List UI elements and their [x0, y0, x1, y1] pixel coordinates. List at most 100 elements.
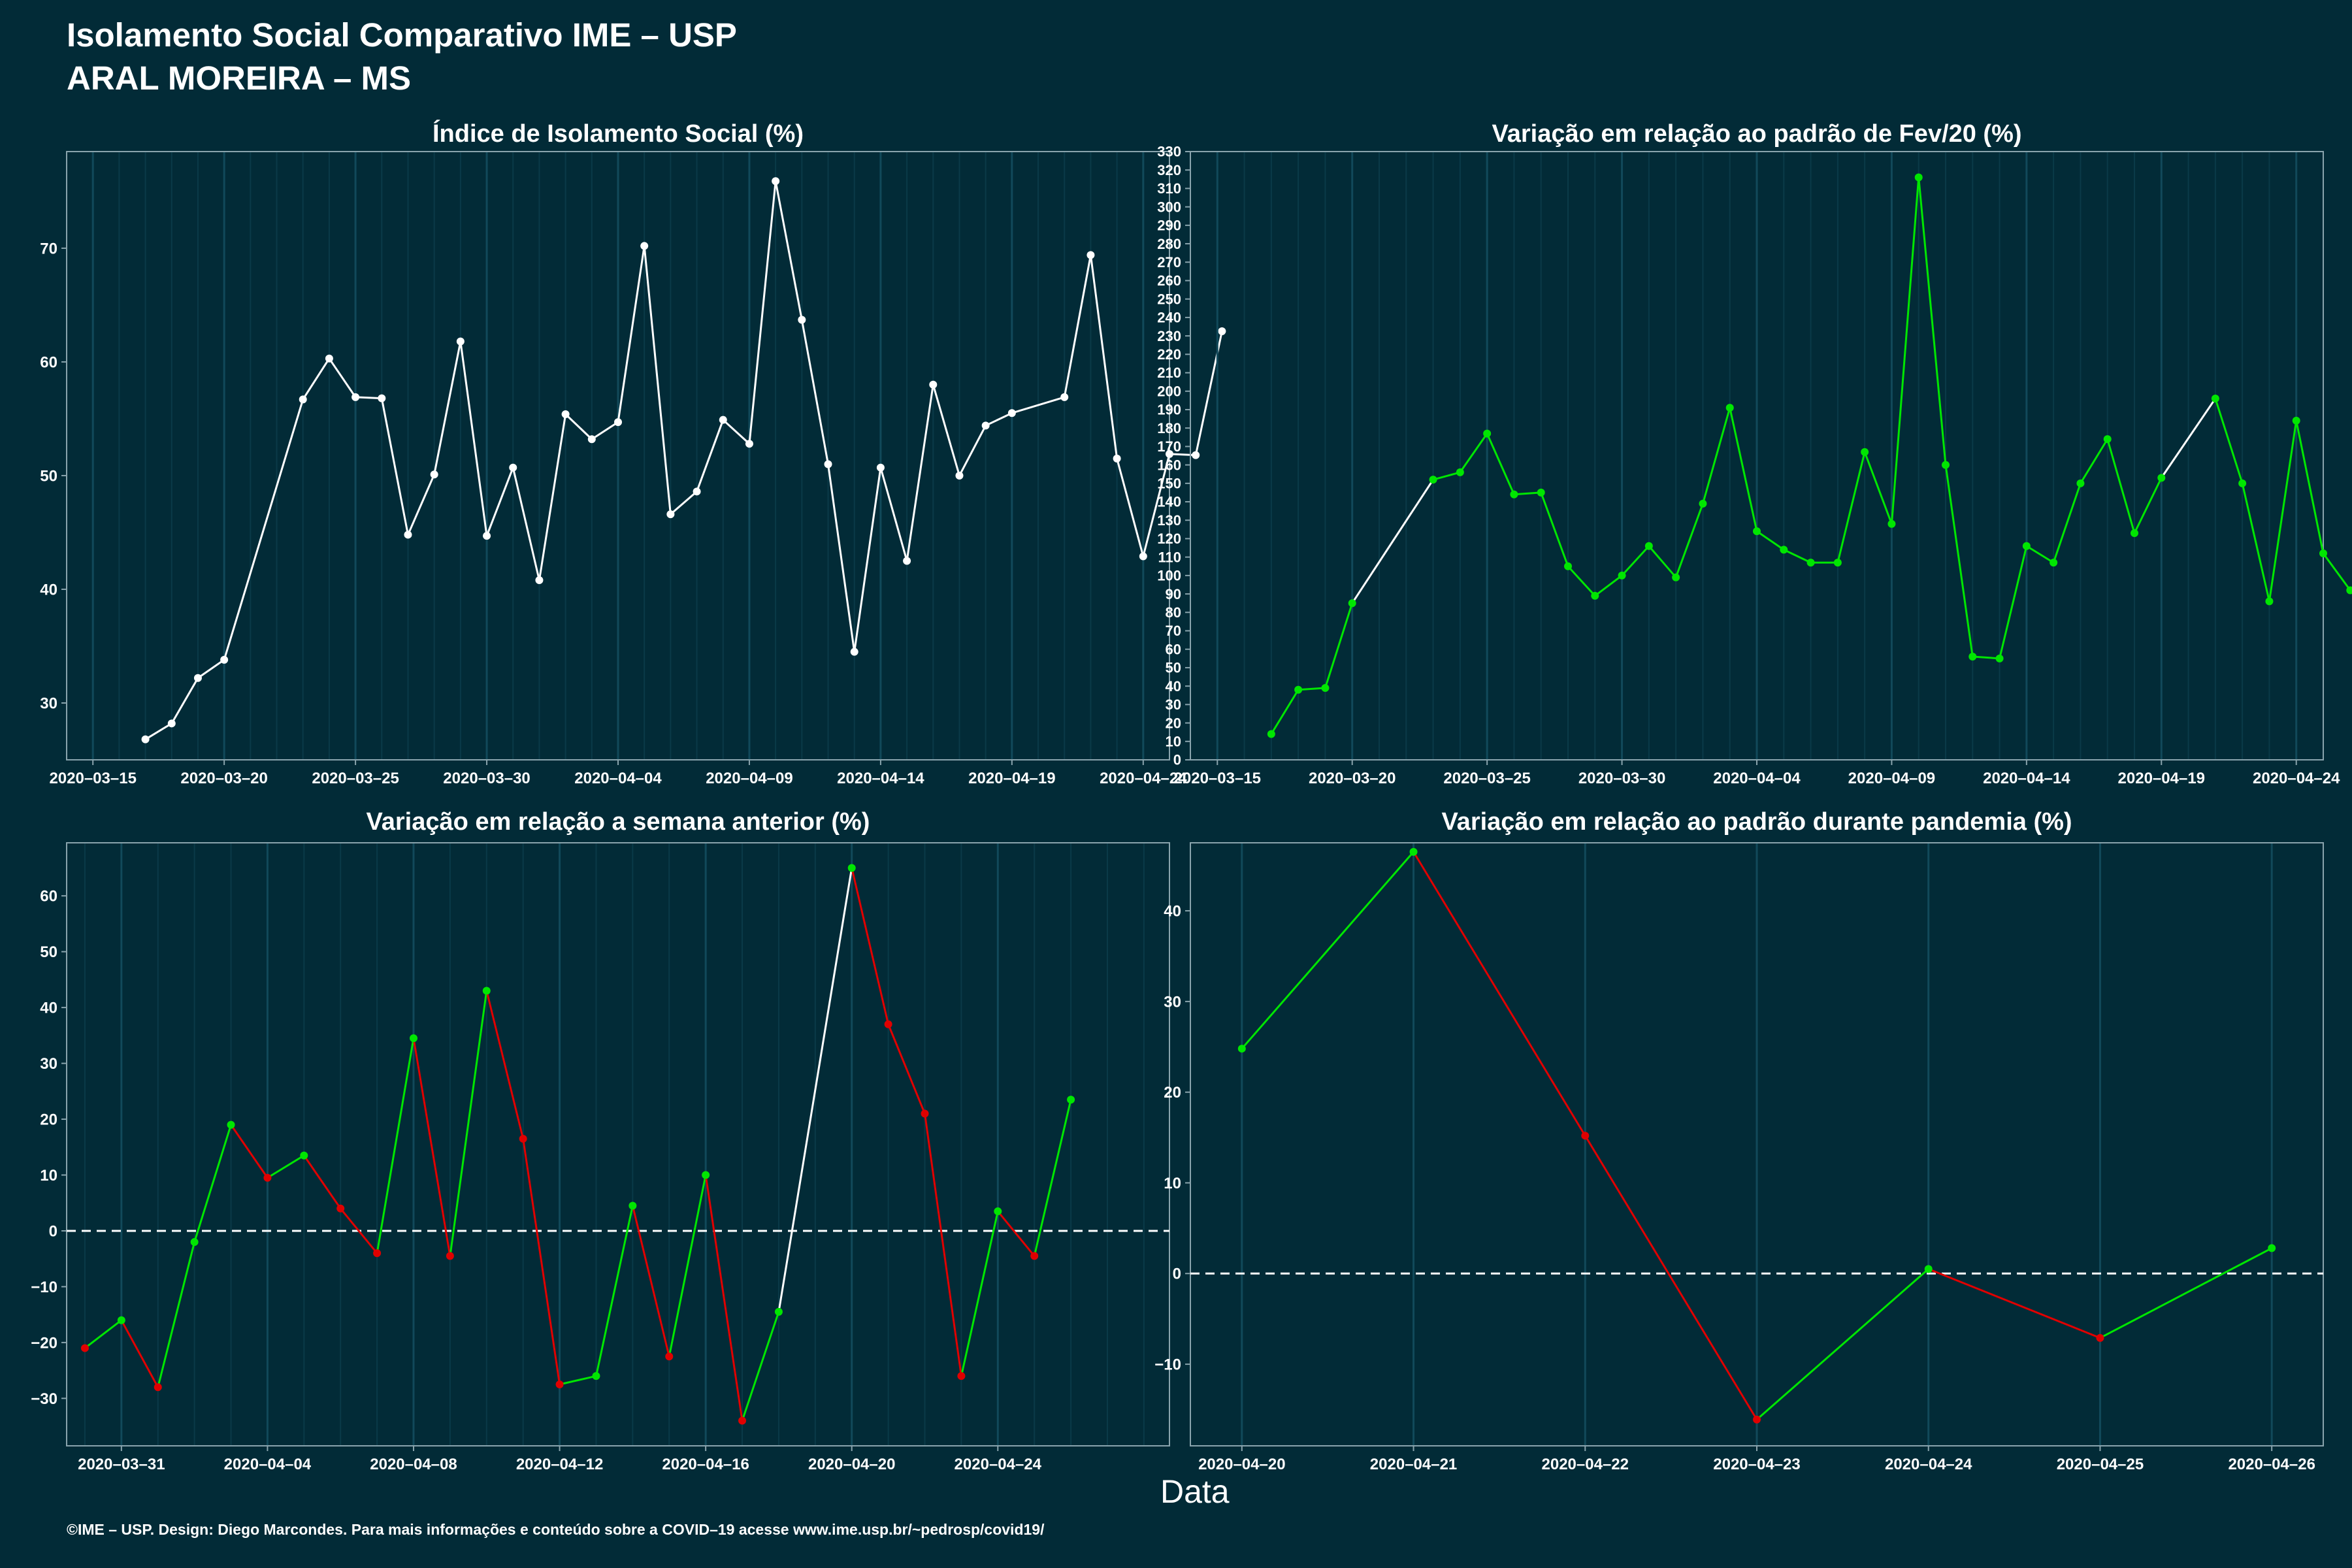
series-segment — [1433, 471, 1461, 481]
data-point — [1267, 730, 1275, 738]
data-point — [2211, 395, 2219, 403]
series-segment — [1514, 491, 1541, 496]
series-segment — [1270, 689, 1299, 735]
data-point — [929, 380, 938, 389]
series-segment — [1169, 453, 1196, 457]
series-segment — [485, 467, 514, 536]
data-point — [535, 576, 544, 585]
data-point — [2096, 1333, 2104, 1342]
data-point — [446, 1252, 454, 1260]
data-point — [325, 354, 333, 363]
page-subtitle: ARAL MOREIRA – MS — [67, 59, 412, 97]
series-segment — [1837, 451, 1866, 563]
data-point — [141, 735, 150, 743]
data-point — [587, 435, 596, 444]
series-segment — [302, 357, 331, 400]
series-segment — [512, 467, 540, 581]
series-segment — [1116, 458, 1145, 557]
y-tick-label: 150 — [1157, 476, 1181, 492]
series-segment — [120, 1319, 159, 1388]
data-point — [167, 719, 176, 728]
data-point — [1942, 461, 1950, 469]
series-segment — [1944, 465, 1974, 657]
series-segment — [303, 1154, 342, 1209]
series-segment — [2161, 398, 2217, 479]
data-point — [772, 177, 780, 186]
series-segment — [171, 677, 199, 725]
series-segment — [985, 412, 1013, 427]
data-point — [955, 471, 964, 480]
x-tick-label: 2020–04–04 — [1713, 770, 1801, 787]
data-point — [483, 532, 491, 540]
series-segment — [267, 1154, 305, 1179]
series-segment — [2133, 477, 2163, 534]
series-segment — [906, 384, 934, 561]
data-point — [2157, 474, 2166, 482]
series-segment — [522, 1138, 561, 1385]
series-segment — [960, 1211, 999, 1377]
data-point — [876, 463, 885, 472]
x-tick-label: 2020–04–26 — [2228, 1456, 2315, 1473]
x-tick-label: 2020–03–31 — [78, 1456, 165, 1473]
data-point — [798, 316, 806, 324]
data-point — [1007, 409, 1016, 417]
series-segment — [851, 868, 890, 1025]
series-segment — [879, 467, 908, 561]
series-segment — [1999, 546, 2028, 659]
series-segment — [407, 474, 436, 536]
data-point — [430, 470, 438, 479]
series-segment — [230, 1124, 269, 1179]
data-point — [702, 1171, 710, 1179]
data-point — [1067, 1096, 1075, 1104]
y-tick-label: 60 — [40, 888, 57, 906]
data-point — [509, 463, 517, 472]
series-segment — [2099, 1247, 2272, 1339]
series-segment — [2026, 545, 2054, 564]
data-point — [2076, 479, 2085, 487]
x-tick-label: 2020–04–25 — [2057, 1456, 2144, 1473]
data-point — [193, 674, 202, 682]
data-point — [409, 1034, 417, 1043]
data-point — [640, 242, 649, 250]
series-segment — [223, 399, 304, 661]
series-segment — [696, 419, 725, 492]
data-point — [1924, 1265, 1933, 1273]
series-segment — [668, 1175, 707, 1357]
series-segment — [1972, 655, 2000, 660]
series-segment — [538, 414, 567, 581]
data-point — [351, 393, 360, 401]
series-segment — [157, 1241, 196, 1388]
data-point — [2022, 542, 2031, 550]
series-segment — [380, 398, 409, 535]
y-tick-label: 120 — [1157, 531, 1181, 547]
series-segment — [433, 341, 462, 475]
series-segment — [328, 357, 357, 398]
data-point — [1914, 173, 1923, 182]
y-tick-label: 20 — [1164, 1084, 1181, 1102]
y-tick-label: 40 — [40, 581, 57, 598]
series-segment — [591, 421, 619, 440]
data-point — [745, 440, 753, 448]
y-tick-label: 140 — [1157, 494, 1181, 510]
data-point — [665, 1352, 674, 1361]
data-point — [1113, 454, 1121, 463]
series-segment — [1142, 453, 1171, 557]
data-point — [1086, 251, 1095, 259]
series-segment — [485, 990, 525, 1139]
data-point — [957, 1372, 966, 1380]
series-segment — [2052, 483, 2082, 563]
x-tick-label: 2020–04–19 — [968, 770, 1055, 787]
series-segment — [617, 246, 645, 423]
y-tick-label: 290 — [1157, 218, 1181, 234]
data-point — [482, 987, 491, 995]
series-segment — [1701, 407, 1731, 504]
data-point — [1672, 573, 1680, 581]
x-tick-label: 2020–04–09 — [706, 770, 792, 787]
data-point — [1348, 599, 1356, 608]
y-tick-label: 10 — [1166, 733, 1181, 749]
x-tick-label: 2020–03–25 — [312, 770, 399, 787]
data-point — [1725, 404, 1734, 412]
y-tick-label: 170 — [1157, 438, 1181, 455]
